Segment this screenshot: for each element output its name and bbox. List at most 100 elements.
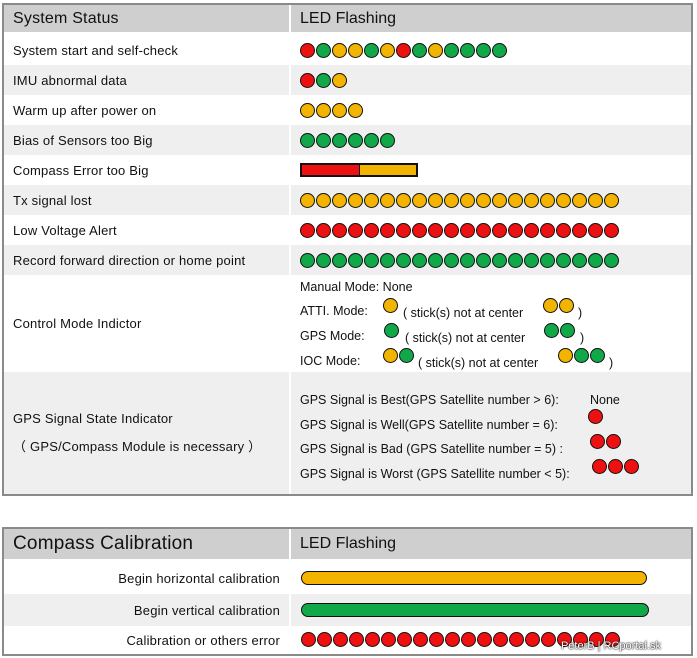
green-led-icon (524, 252, 539, 268)
yellow-led-icon (383, 348, 398, 363)
status-row: Tx signal lost (4, 185, 691, 215)
gps-center-leds (384, 323, 399, 338)
status-row-label: System start and self-check (13, 42, 179, 58)
gps-bad-leds (590, 434, 621, 449)
red-led-icon (624, 459, 639, 474)
red-led-icon (608, 459, 623, 474)
gps-well-leds (588, 409, 603, 424)
red-led-icon (412, 222, 427, 238)
red-led-icon (477, 632, 492, 647)
gps-best-value: None (590, 393, 620, 407)
red-led-icon (364, 222, 379, 238)
gps-signal-row: GPS Signal State Indicator （ GPS/Compass… (4, 372, 691, 494)
red-led-icon (333, 632, 348, 647)
calibration-error-label: Calibration or others error (126, 632, 280, 648)
red-led-icon (589, 632, 604, 647)
status-row: Low Voltage Alert (4, 215, 691, 245)
green-led-icon (556, 252, 571, 268)
red-led-icon (429, 632, 444, 647)
yellow-led-icon (332, 102, 347, 118)
gps-mode-label: GPS Mode: (300, 329, 365, 343)
yellow-led-icon (524, 192, 539, 208)
red-led-icon (397, 632, 412, 647)
compass-calibration-table: Compass Calibration LED Flashing Begin h… (2, 527, 693, 656)
led-sequence (300, 132, 395, 148)
yellow-led-icon (348, 192, 363, 208)
atti-text: ( stick(s) not at center (403, 306, 524, 320)
red-led-icon (604, 222, 619, 238)
red-led-icon (556, 222, 571, 238)
yellow-led-icon (332, 42, 347, 58)
red-led-icon (592, 459, 607, 474)
red-led-icon (524, 222, 539, 238)
led-sequence (300, 192, 619, 208)
green-led-icon (412, 252, 427, 268)
atti-off-leds (543, 298, 574, 313)
control-mode-row: Control Mode Indictor Manual Mode: None … (4, 275, 691, 372)
green-led-icon (460, 252, 475, 268)
yellow-led-icon (412, 192, 427, 208)
gps-best-text: GPS Signal is Best(GPS Satellite number … (300, 393, 559, 407)
red-led-icon (381, 632, 396, 647)
status-row: Compass Error too Big (4, 155, 691, 185)
yellow-led-icon (383, 298, 398, 313)
calibration-error-row: Calibration or others error (4, 626, 691, 654)
green-led-icon (300, 132, 315, 148)
green-led-icon (590, 348, 605, 363)
vertical-calibration-label: Begin vertical calibration (133, 602, 280, 618)
gps-worst-text: GPS Signal is Worst (GPS Satellite numbe… (300, 467, 570, 481)
status-row-label: IMU abnormal data (13, 72, 127, 88)
red-led-icon (428, 222, 443, 238)
red-led-icon (605, 632, 620, 647)
green-led-icon (380, 132, 395, 148)
yellow-led-icon (444, 192, 459, 208)
green-led-icon (396, 252, 411, 268)
status-row-label: Tx signal lost (13, 192, 92, 208)
horizontal-calibration-row: Begin horizontal calibration (4, 562, 691, 594)
green-led-icon (492, 42, 507, 58)
green-led-icon (380, 252, 395, 268)
red-led-icon (525, 632, 540, 647)
red-led-icon (557, 632, 572, 647)
green-led-icon (508, 252, 523, 268)
red-led-icon (492, 222, 507, 238)
gps-signal-label2: （ GPS/Compass Module is necessary ） (13, 439, 262, 454)
red-led-icon (541, 632, 556, 647)
compass-led-title: LED Flashing (300, 535, 397, 552)
green-led-icon (476, 252, 491, 268)
green-led-icon (444, 252, 459, 268)
yellow-led-icon (316, 192, 331, 208)
ioc-close: ) (609, 356, 614, 370)
atti-mode-label: ATTI. Mode: (300, 304, 368, 318)
status-row: IMU abnormal data (4, 65, 691, 95)
yellow-led-icon (364, 192, 379, 208)
system-status-header: System Status LED Flashing (4, 5, 691, 34)
yellow-led-icon (332, 72, 347, 88)
red-led-icon (444, 222, 459, 238)
green-led-icon (588, 252, 603, 268)
control-mode-label: Control Mode Indictor (13, 316, 142, 331)
green-led-icon (604, 252, 619, 268)
vertical-calibration-bar (301, 603, 649, 617)
atti-close: ) (578, 306, 583, 320)
red-led-icon (349, 632, 364, 647)
yellow-led-icon (348, 102, 363, 118)
bar-segment-red (302, 165, 360, 175)
green-led-icon (316, 252, 331, 268)
red-led-icon (588, 409, 603, 424)
red-led-icon (445, 632, 460, 647)
yellow-led-icon (492, 192, 507, 208)
red-led-icon (573, 632, 588, 647)
green-led-icon (476, 42, 491, 58)
green-led-icon (540, 252, 555, 268)
bar-segment-yellow (359, 165, 416, 175)
status-row-label: Warm up after power on (13, 102, 157, 118)
green-led-icon (574, 348, 589, 363)
red-led-icon (396, 222, 411, 238)
yellow-led-icon (476, 192, 491, 208)
gps-off-leds (544, 323, 575, 338)
atti-center-leds (383, 298, 398, 313)
red-led-icon (476, 222, 491, 238)
status-row: System start and self-check (4, 35, 691, 65)
green-led-icon (332, 132, 347, 148)
